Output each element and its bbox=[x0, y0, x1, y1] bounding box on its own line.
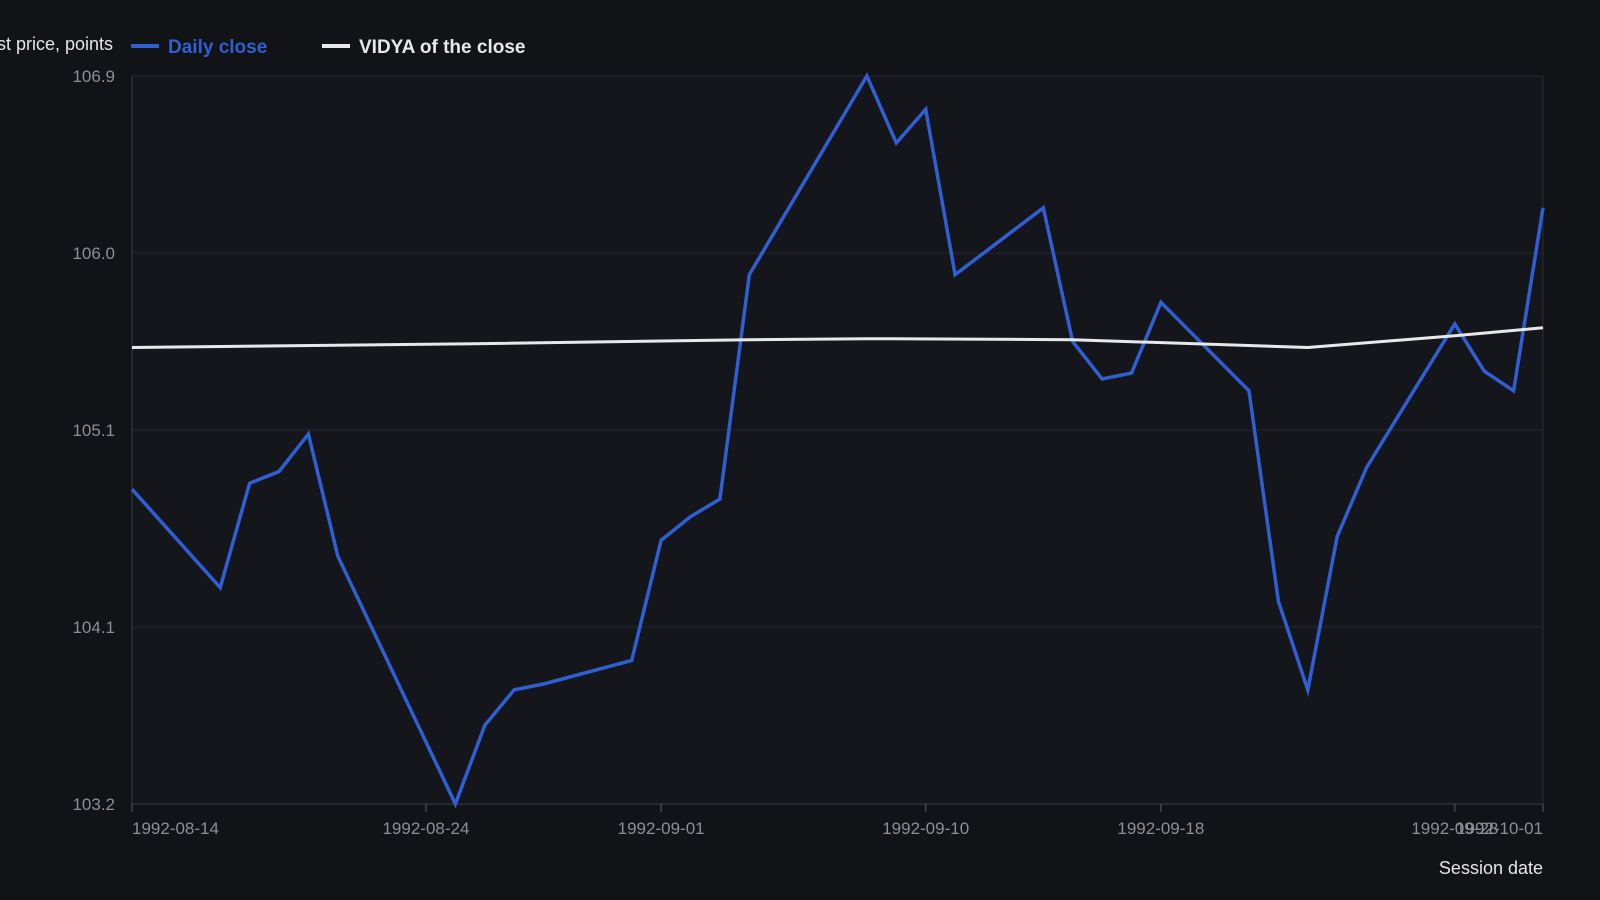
axis-layer: 103.2 104.1 105.1 106.0 106.9 1992-08-14 1992-… bbox=[72, 67, 1544, 838]
y-tick-label: 103.2 bbox=[72, 795, 115, 814]
x-tick-label: 1992-10-01 bbox=[1456, 819, 1543, 838]
x-tick-label: 1992-08-24 bbox=[382, 819, 469, 838]
plot-area bbox=[131, 75, 1544, 805]
x-tick-label: 1992-08-14 bbox=[132, 819, 219, 838]
legend-label-vidya: VIDYA of the close bbox=[359, 37, 525, 58]
y-tick-label: 106.0 bbox=[72, 244, 115, 263]
legend: Last price, points Daily close VIDYA of … bbox=[0, 34, 525, 58]
y-tick-label: 105.1 bbox=[72, 421, 115, 440]
x-tick-label: 1992-09-10 bbox=[882, 819, 969, 838]
x-axis-title: Session date bbox=[1439, 858, 1543, 878]
series-layer bbox=[130, 72, 1545, 809]
x-tick-label: 1992-09-28 bbox=[1411, 819, 1498, 838]
y-axis-title: Last price, points bbox=[0, 34, 113, 54]
legend-label-daily-close: Daily close bbox=[168, 37, 267, 58]
x-tick-label: 1992-09-01 bbox=[618, 819, 705, 838]
grid-layer bbox=[131, 75, 1544, 805]
y-tick-label: 104.1 bbox=[72, 618, 115, 637]
series-line-vidya bbox=[131, 326, 1544, 350]
y-tick-label: 106.9 bbox=[72, 67, 115, 86]
x-tick-label: 1992-09-18 bbox=[1117, 819, 1204, 838]
